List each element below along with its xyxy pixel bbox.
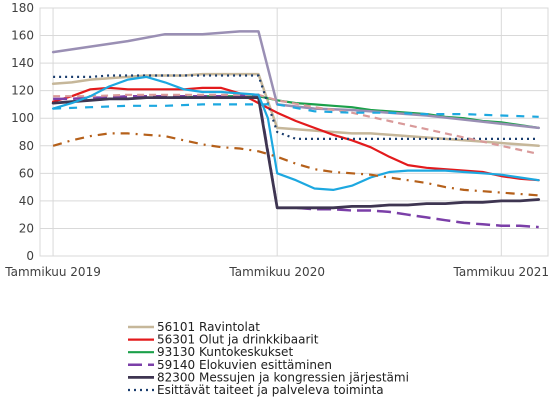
x-tick-label: Tammikuu 2019: [4, 265, 101, 279]
x-tick-label: Tammikuu 2021: [453, 265, 550, 279]
y-tick-label: 160: [11, 29, 34, 43]
x-tick-label: Tammikuu 2020: [228, 265, 325, 279]
y-tick-label: 0: [26, 249, 34, 263]
series-line-8: [53, 93, 539, 156]
axes: 0 20 40 60 80 100 120 140 160 180 Tammikuu 2019 Tam…: [4, 1, 549, 279]
y-tick-label: 180: [11, 1, 34, 15]
series-line-1: [51, 72, 540, 148]
legend-label: 82300 Messujen ja kongressien järjestämi: [157, 370, 409, 384]
y-tick-label: 100: [11, 111, 34, 125]
legend-label: Esittävät taiteet ja palveleva toiminta: [157, 383, 384, 397]
legend-label: 56101 Ravintolat: [157, 320, 260, 334]
series-line-11: [52, 132, 539, 197]
y-tick-label: 120: [11, 84, 34, 98]
legend-label: 93130 Kuntokeskukset: [157, 345, 293, 359]
series-line-3: [52, 95, 540, 129]
plot-frame: [39, 7, 549, 257]
series-line-4: [53, 93, 539, 229]
legend-label: 59140 Elokuvien esittäminen: [157, 358, 332, 372]
series-line-10: [53, 103, 539, 118]
y-tick-label: 80: [19, 139, 34, 153]
series-line-2: [52, 86, 540, 182]
y-tick-label: 140: [11, 56, 34, 70]
series-line-9: [52, 75, 540, 191]
y-tick-label: 20: [19, 221, 34, 235]
series-line-5: [51, 96, 541, 210]
grid-lines: [39, 7, 549, 257]
y-tick-label: 60: [19, 166, 34, 180]
legend-label: 56301 Olut ja drinkkibaarit: [157, 333, 319, 347]
series-lines: [51, 30, 541, 229]
y-tick-label: 40: [19, 194, 34, 208]
